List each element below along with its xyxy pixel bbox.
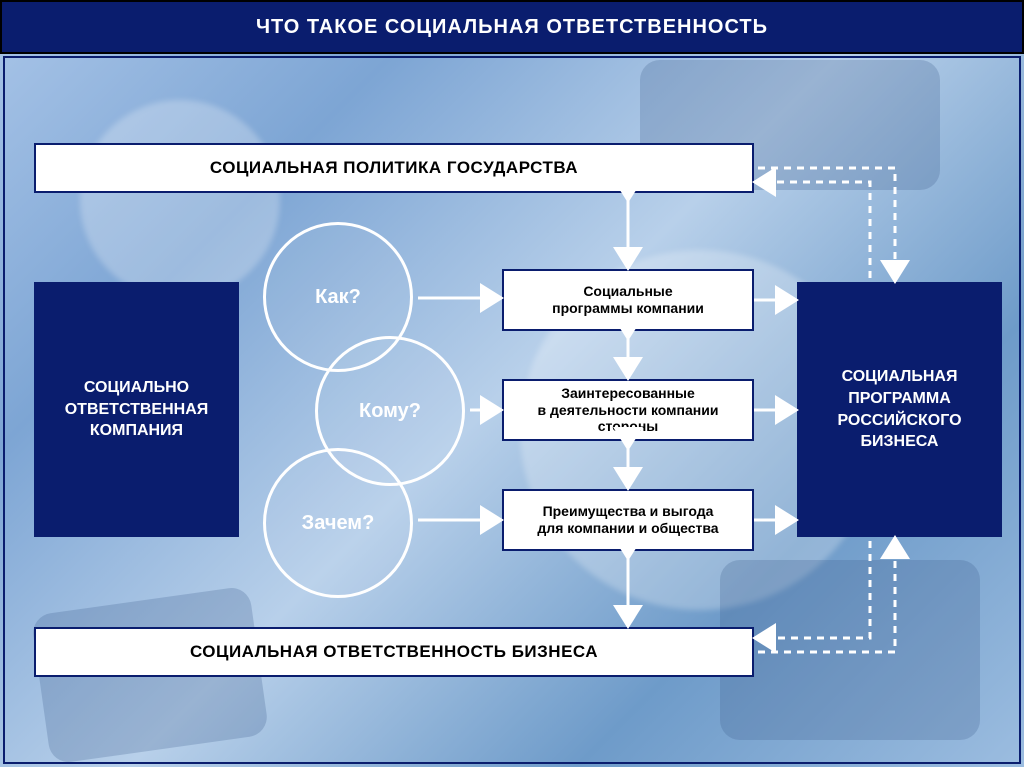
- right-block: СОЦИАЛЬНАЯ ПРОГРАММА РОССИЙСКОГО БИЗНЕСА: [797, 282, 1002, 537]
- page-title: ЧТО ТАКОЕ СОЦИАЛЬНАЯ ОТВЕТСТВЕННОСТЬ: [0, 0, 1024, 54]
- mid-box-stakeholders: Заинтересованные в деятельности компании…: [502, 379, 754, 441]
- top-banner: СОЦИАЛЬНАЯ ПОЛИТИКА ГОСУДАРСТВА: [34, 143, 754, 193]
- mid-box-benefits: Преимущества и выгода для компании и общ…: [502, 489, 754, 551]
- mid-box-programs: Социальные программы компании: [502, 269, 754, 331]
- bottom-banner: СОЦИАЛЬНАЯ ОТВЕТСТВЕННОСТЬ БИЗНЕСА: [34, 627, 754, 677]
- left-block-label: СОЦИАЛЬНО ОТВЕТСТВЕННАЯ КОМПАНИЯ: [65, 377, 209, 442]
- mid-box-label: Преимущества и выгода для компании и общ…: [537, 503, 718, 537]
- left-block: СОЦИАЛЬНО ОТВЕТСТВЕННАЯ КОМПАНИЯ: [34, 282, 239, 537]
- right-block-label: СОЦИАЛЬНАЯ ПРОГРАММА РОССИЙСКОГО БИЗНЕСА: [837, 366, 961, 452]
- circle-why: Зачем?: [263, 448, 413, 598]
- circle-label: Зачем?: [302, 512, 375, 535]
- circle-label: Как?: [315, 286, 361, 309]
- circle-label: Кому?: [359, 400, 421, 423]
- mid-box-label: Социальные программы компании: [552, 283, 704, 317]
- mid-box-label: Заинтересованные в деятельности компании…: [538, 385, 719, 435]
